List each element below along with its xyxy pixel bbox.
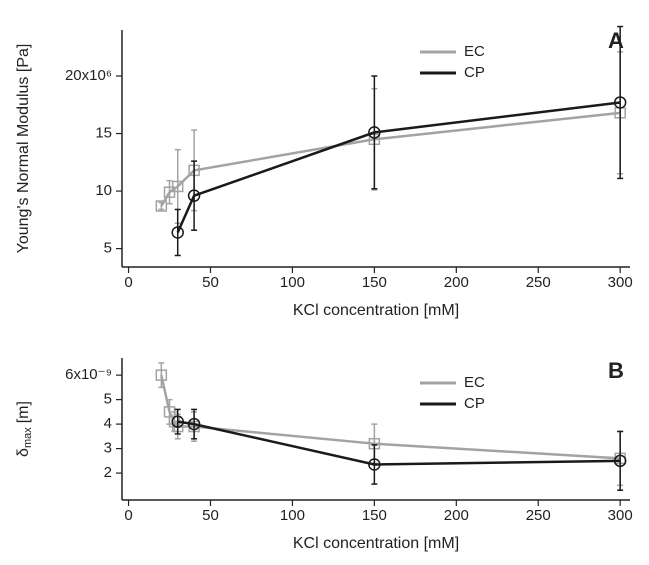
series-line [177, 420, 621, 466]
x-axis-label: KCl concentration [mM] [293, 302, 459, 319]
series-line [176, 101, 621, 233]
error-bar [191, 408, 198, 440]
error-bar [617, 25, 624, 180]
legend-label: CP [464, 64, 485, 81]
y-tick-label: 2 [104, 464, 112, 481]
y-tick-label: 6x10⁻⁹ [65, 366, 112, 383]
x-tick-label: 50 [202, 274, 219, 291]
legend-label: EC [464, 43, 485, 60]
marker [155, 200, 168, 212]
series-line [160, 374, 621, 460]
x-axis-label: KCl concentration [mM] [293, 535, 459, 552]
error-bar [158, 201, 165, 211]
error-bar [174, 408, 181, 435]
panel-letter: A [608, 28, 624, 53]
series-line [160, 111, 621, 207]
marker [155, 369, 168, 381]
marker [187, 417, 201, 431]
x-tick-label: 150 [362, 274, 387, 291]
x-tick-label: 0 [124, 507, 132, 524]
y-axis-label: Young's Normal Modulus [Pa] [15, 44, 32, 254]
x-tick-label: 250 [526, 507, 551, 524]
y-axis-label: δmax [m] [15, 401, 34, 457]
marker [368, 126, 381, 139]
x-tick-label: 300 [608, 274, 633, 291]
error-bar [174, 208, 181, 257]
x-tick-label: 0 [124, 274, 132, 291]
legend-label: CP [464, 395, 485, 412]
marker [187, 189, 201, 202]
y-label-sub: max [22, 427, 34, 448]
marker [613, 96, 627, 109]
error-bar [166, 179, 173, 205]
y-label-symbol: δ [15, 448, 32, 457]
error-bar [617, 430, 624, 491]
legend-label: EC [464, 374, 485, 391]
x-tick-label: 200 [444, 507, 469, 524]
marker [171, 415, 184, 428]
marker [171, 180, 184, 193]
x-tick-label: 100 [280, 274, 305, 291]
error-bar [158, 362, 165, 389]
error-bar [191, 160, 198, 231]
y-tick-label: 5 [104, 391, 112, 408]
x-tick-label: 100 [280, 507, 305, 524]
marker [171, 226, 184, 239]
panel-letter: B [608, 358, 624, 383]
error-bar [371, 444, 378, 485]
x-tick-label: 250 [526, 274, 551, 291]
marker [613, 454, 627, 468]
y-tick-label: 3 [104, 440, 112, 457]
marker [368, 458, 381, 471]
x-tick-label: 300 [608, 507, 633, 524]
error-bar [371, 75, 378, 190]
x-tick-label: 50 [202, 507, 219, 524]
y-tick-label: 15 [95, 125, 112, 142]
y-tick-label: 10 [95, 182, 112, 199]
y-tick-label: 5 [104, 240, 112, 257]
y-label-unit: [m] [15, 401, 32, 423]
y-tick-label: 4 [104, 415, 112, 432]
x-tick-label: 200 [444, 274, 469, 291]
marker [163, 186, 176, 198]
y-tick-label: 20x10⁶ [65, 67, 112, 84]
x-tick-label: 150 [362, 507, 387, 524]
